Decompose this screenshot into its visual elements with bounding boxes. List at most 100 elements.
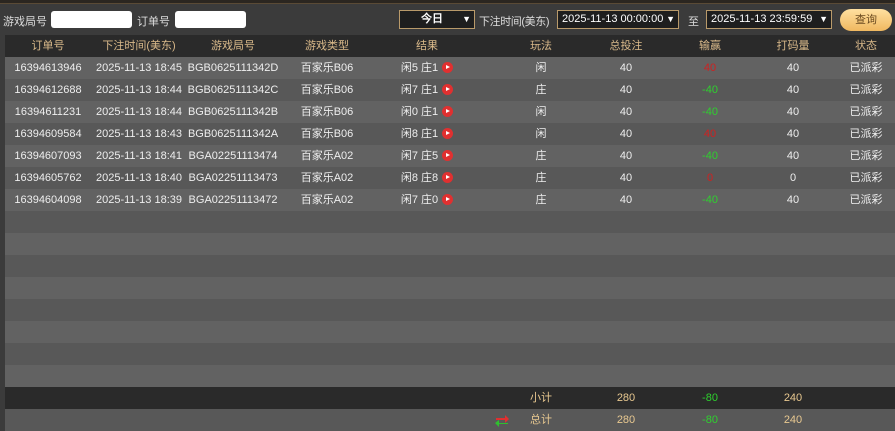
order-id-cell: 16394609584 (4, 123, 93, 145)
total-bet-cell: 40 (585, 57, 667, 79)
game-round-text: BGA02251113473 (189, 172, 278, 184)
result-cell: 闲8 庄1 (378, 123, 476, 145)
bet-time-text: 2025-11-13 18:45 (96, 62, 182, 74)
total-bet-cell: 40 (585, 101, 667, 123)
win-loss-cell: 40 (670, 123, 751, 145)
play-type-text: 闲 (536, 128, 547, 140)
bet-time-text: 2025-11-13 18:44 (96, 84, 182, 96)
play-video-icon[interactable] (442, 84, 453, 95)
play-type-text: 庄 (536, 194, 547, 206)
bet-time-cell: 2025-11-13 18:41 (95, 145, 184, 167)
game-round-text: BGB0625111342A (188, 128, 278, 140)
play-video-icon[interactable] (442, 194, 453, 205)
result-text: 闲0 庄1 (401, 106, 438, 118)
empty-row (5, 365, 895, 387)
order-id-cell: 16394612688 (4, 79, 93, 101)
query-button[interactable]: 查询 (840, 9, 892, 31)
win-loss-text: -40 (702, 150, 718, 162)
order-id-text: 16394609584 (14, 128, 81, 140)
bet-time-cell: 2025-11-13 18:43 (95, 123, 184, 145)
order-input[interactable] (175, 11, 246, 28)
game-type-text: 百家乐A02 (301, 194, 354, 206)
valid-bet-cell: 40 (758, 189, 829, 211)
end-time-select[interactable]: 2025-11-13 23:59:59▼ (706, 10, 832, 29)
game-type-cell: 百家乐A02 (281, 189, 373, 211)
total-label: 总计 (500, 409, 583, 431)
valid-bet-text: 40 (787, 84, 799, 96)
game-round-cell: BGB0625111342B (187, 101, 279, 123)
play-video-icon[interactable] (442, 106, 453, 117)
column-header-result: 结果 (378, 35, 476, 57)
filter-bar: 游戏局号 订单号 今日▼ 下注时间(美东) 2025-11-13 00:00:0… (0, 5, 895, 35)
refresh-icon[interactable] (495, 413, 509, 427)
win-loss-cell: 40 (670, 57, 751, 79)
total-bet-text: 40 (620, 62, 632, 74)
win-loss-text: 40 (704, 62, 716, 74)
game-round-text: BGA02251113474 (189, 150, 278, 162)
play-type-text: 庄 (536, 150, 547, 162)
order-id-text: 16394612688 (14, 84, 81, 96)
column-header-win-loss: 输赢 (670, 35, 751, 57)
order-label: 订单号 (137, 13, 170, 29)
time-label: 下注时间(美东) (479, 13, 549, 29)
chevron-down-icon: ▼ (462, 11, 471, 28)
valid-bet-text: 0 (790, 172, 796, 184)
valid-bet-cell: 40 (758, 79, 829, 101)
period-select[interactable]: 今日▼ (399, 10, 475, 29)
game-type-cell: 百家乐A02 (281, 145, 373, 167)
status-cell: 已派彩 (831, 123, 895, 145)
game-type-text: 百家乐B06 (301, 106, 354, 118)
total-bet-text: 40 (620, 84, 632, 96)
game-type-cell: 百家乐A02 (281, 167, 373, 189)
empty-row (5, 255, 895, 277)
total-valid: 240 (758, 409, 829, 431)
order-id-cell: 16394611231 (4, 101, 93, 123)
subtotal-label: 小计 (500, 387, 583, 409)
column-header-total-bet: 总投注 (585, 35, 667, 57)
order-id-text: 16394604098 (14, 194, 81, 206)
play-type-cell: 庄 (500, 145, 583, 167)
order-id-text: 16394605762 (14, 172, 81, 184)
bet-time-text: 2025-11-13 18:39 (96, 194, 182, 206)
win-loss-text: -40 (702, 84, 718, 96)
game-round-text: BGB0625111342D (188, 62, 279, 74)
play-video-icon[interactable] (442, 128, 453, 139)
total-bet-cell: 40 (585, 145, 667, 167)
play-video-icon[interactable] (442, 172, 453, 183)
game-type-cell: 百家乐B06 (281, 101, 373, 123)
play-video-icon[interactable] (442, 62, 453, 73)
bet-time-text: 2025-11-13 18:43 (96, 128, 182, 140)
game-round-cell: BGA02251113474 (187, 145, 279, 167)
result-text: 闲5 庄1 (401, 62, 438, 74)
valid-bet-text: 40 (787, 106, 799, 118)
top-border (0, 0, 895, 4)
status-text: 已派彩 (850, 150, 883, 162)
status-text: 已派彩 (850, 62, 883, 74)
total-bet-cell: 40 (585, 79, 667, 101)
game-round-input[interactable] (51, 11, 132, 28)
empty-row (5, 299, 895, 321)
game-round-text: BGB0625111342B (188, 106, 278, 118)
bet-records-table: 订单号下注时间(美东)游戏局号游戏类型结果玩法总投注输赢打码量状态 163946… (5, 35, 895, 431)
start-time-select[interactable]: 2025-11-13 00:00:00▼ (557, 10, 679, 29)
win-loss-text: 0 (707, 172, 713, 184)
bet-time-text: 2025-11-13 18:40 (96, 172, 182, 184)
result-cell: 闲7 庄0 (378, 189, 476, 211)
total-bet-cell: 40 (585, 189, 667, 211)
game-round-cell: BGB0625111342A (187, 123, 279, 145)
game-type-text: 百家乐A02 (301, 172, 354, 184)
game-type-cell: 百家乐B06 (281, 123, 373, 145)
status-cell: 已派彩 (831, 145, 895, 167)
order-id-text: 16394607093 (14, 150, 81, 162)
column-header-play-type: 玩法 (500, 35, 583, 57)
play-video-icon[interactable] (442, 150, 453, 161)
win-loss-cell: -40 (670, 189, 751, 211)
win-loss-text: -40 (702, 194, 718, 206)
game-type-text: 百家乐B06 (301, 128, 354, 140)
play-type-text: 庄 (536, 172, 547, 184)
win-loss-cell: 0 (670, 167, 751, 189)
play-type-text: 庄 (536, 84, 547, 96)
